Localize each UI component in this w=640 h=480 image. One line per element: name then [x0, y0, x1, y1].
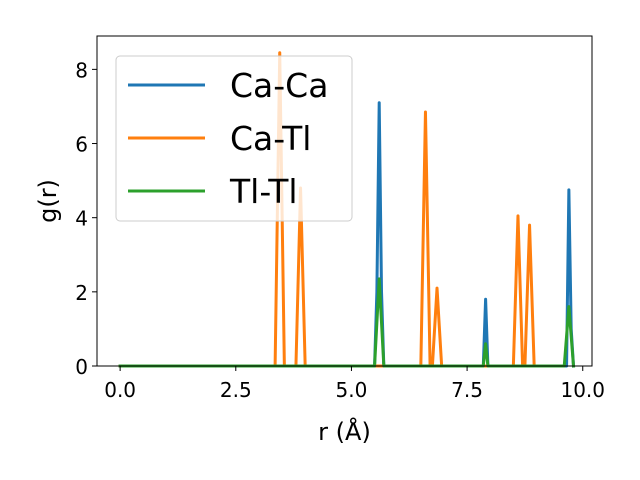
y-tick-label: 6	[75, 133, 88, 157]
y-axis-ticks: 0 2 4 6 8	[75, 58, 97, 379]
y-tick-label: 0	[75, 355, 88, 379]
x-axis-label: r (Å)	[318, 417, 371, 446]
legend-label: Ca-Tl	[230, 119, 311, 158]
y-tick-label: 2	[75, 281, 88, 305]
x-tick-label: 10.0	[560, 378, 605, 402]
x-tick-label: 2.5	[220, 378, 252, 402]
legend-label: Tl-Tl	[229, 172, 298, 211]
y-axis-label: g(r)	[34, 179, 62, 223]
x-tick-label: 7.5	[451, 378, 483, 402]
legend-box	[115, 55, 353, 222]
x-tick-label: 5.0	[336, 378, 368, 402]
plot-frame	[96, 35, 593, 367]
x-tick-label: 0.0	[104, 378, 136, 402]
series-line-2	[118, 277, 576, 368]
legend-label: Ca-Ca	[230, 66, 328, 105]
legend: Ca-Ca Ca-Tl Tl-Tl	[115, 55, 353, 222]
x-axis-ticks: 0.0 2.5 5.0 7.5 10.0	[104, 366, 605, 402]
y-tick-label: 4	[75, 207, 88, 231]
legend-items: Ca-Ca Ca-Tl Tl-Tl	[128, 66, 328, 211]
y-tick-label: 8	[75, 58, 88, 82]
